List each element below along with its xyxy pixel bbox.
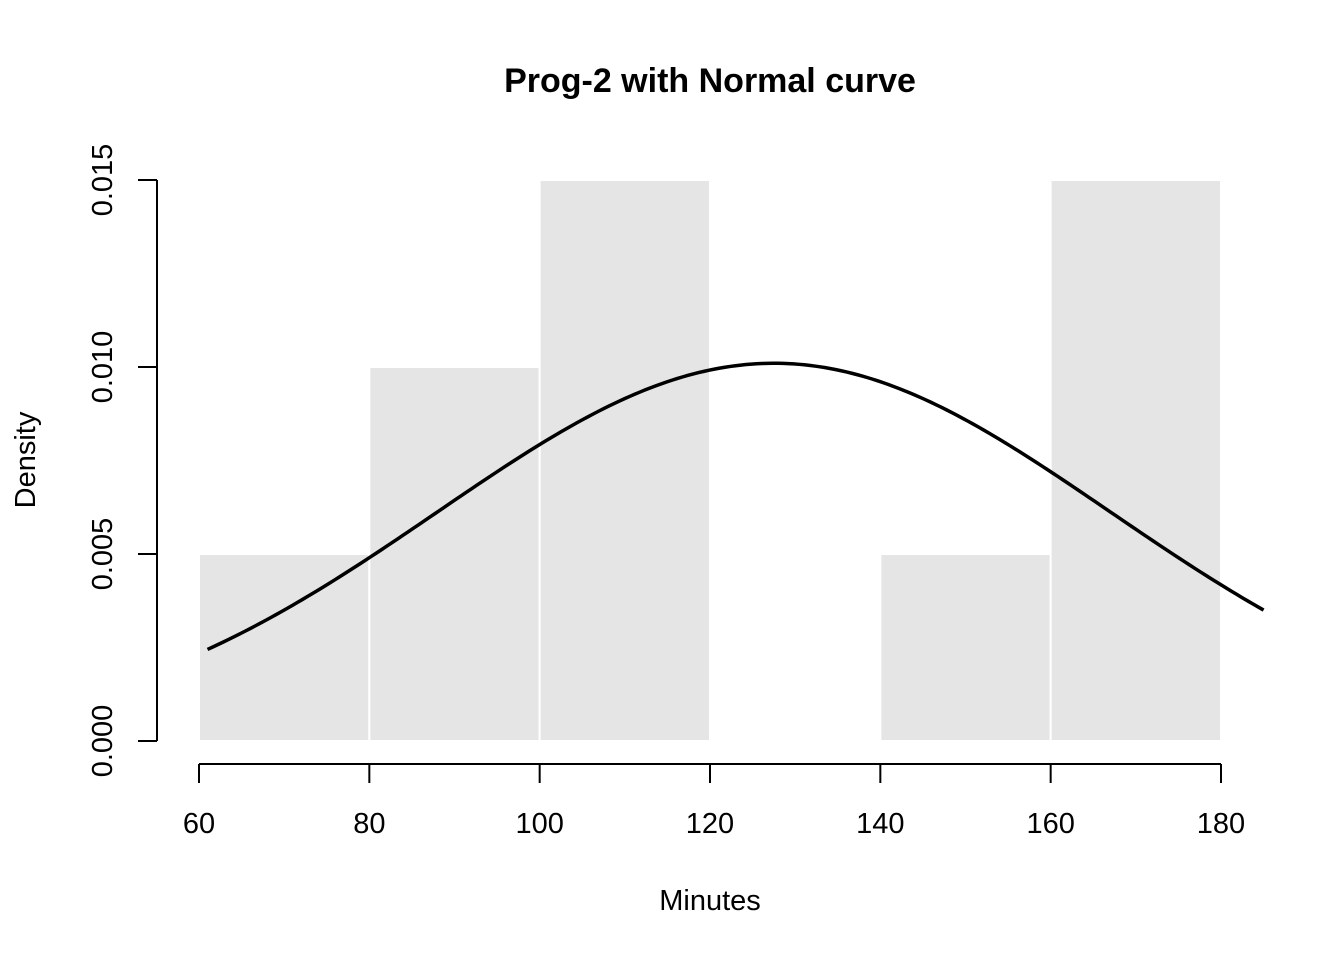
x-tick-label: 80 (353, 808, 385, 840)
x-axis-label: Minutes (659, 885, 761, 917)
x-axis: 60 80 100 120 140 160 180 (183, 763, 1245, 840)
y-tick-label: 0.015 (87, 144, 119, 217)
histogram-bar (198, 553, 371, 742)
x-tick-label: 60 (183, 808, 215, 840)
histogram-bar (538, 179, 712, 742)
histogram-bar (1049, 179, 1222, 742)
histogram-bar (879, 553, 1052, 742)
normal-curve-line (206, 361, 1265, 652)
x-tick-label: 100 (515, 808, 563, 840)
y-axis: 0.000 0.005 0.010 0.015 (87, 144, 158, 778)
x-tick-label: 140 (856, 808, 904, 840)
y-axis-label: Density (10, 411, 42, 508)
chart-title: Prog-2 with Normal curve (504, 62, 916, 100)
y-tick-label: 0.000 (87, 705, 119, 778)
x-tick-label: 160 (1026, 808, 1074, 840)
y-tick-label: 0.010 (87, 331, 119, 404)
x-tick-label: 120 (686, 808, 734, 840)
normal-curve-layer (206, 361, 1265, 652)
x-tick-label: 180 (1197, 808, 1245, 840)
histogram-bar (368, 366, 541, 742)
histogram-bars (198, 179, 1222, 742)
y-tick-label: 0.005 (87, 518, 119, 591)
